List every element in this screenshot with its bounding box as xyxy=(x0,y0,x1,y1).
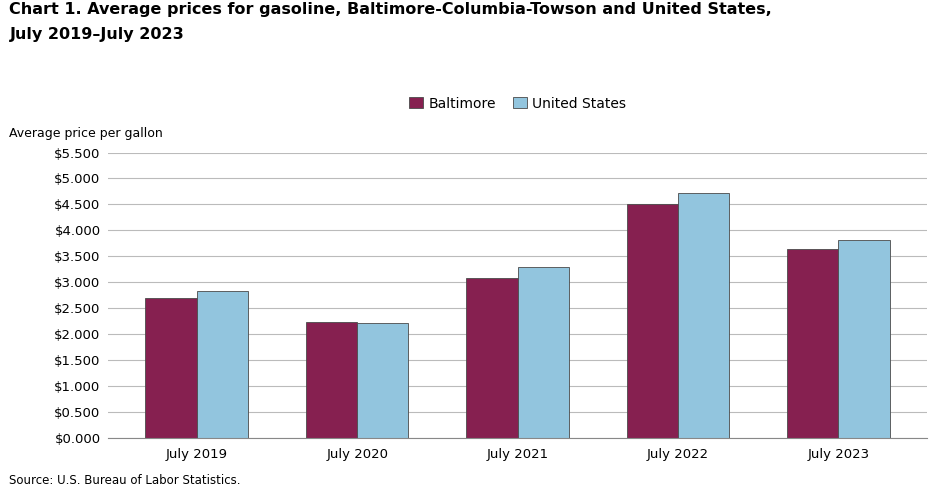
Text: Average price per gallon: Average price per gallon xyxy=(9,127,163,140)
Text: Source: U.S. Bureau of Labor Statistics.: Source: U.S. Bureau of Labor Statistics. xyxy=(9,474,241,487)
Bar xyxy=(627,204,678,438)
Bar xyxy=(358,323,408,438)
Bar xyxy=(787,248,838,438)
Bar xyxy=(838,240,889,438)
Bar xyxy=(146,298,197,438)
Text: July 2019–July 2023: July 2019–July 2023 xyxy=(9,27,184,42)
Bar xyxy=(518,267,569,438)
Bar xyxy=(466,278,518,438)
Bar xyxy=(678,193,729,438)
Legend: Baltimore, United States: Baltimore, United States xyxy=(409,97,626,111)
Bar xyxy=(306,322,358,438)
Text: Chart 1. Average prices for gasoline, Baltimore-Columbia-Towson and United State: Chart 1. Average prices for gasoline, Ba… xyxy=(9,2,773,17)
Bar xyxy=(197,291,248,438)
